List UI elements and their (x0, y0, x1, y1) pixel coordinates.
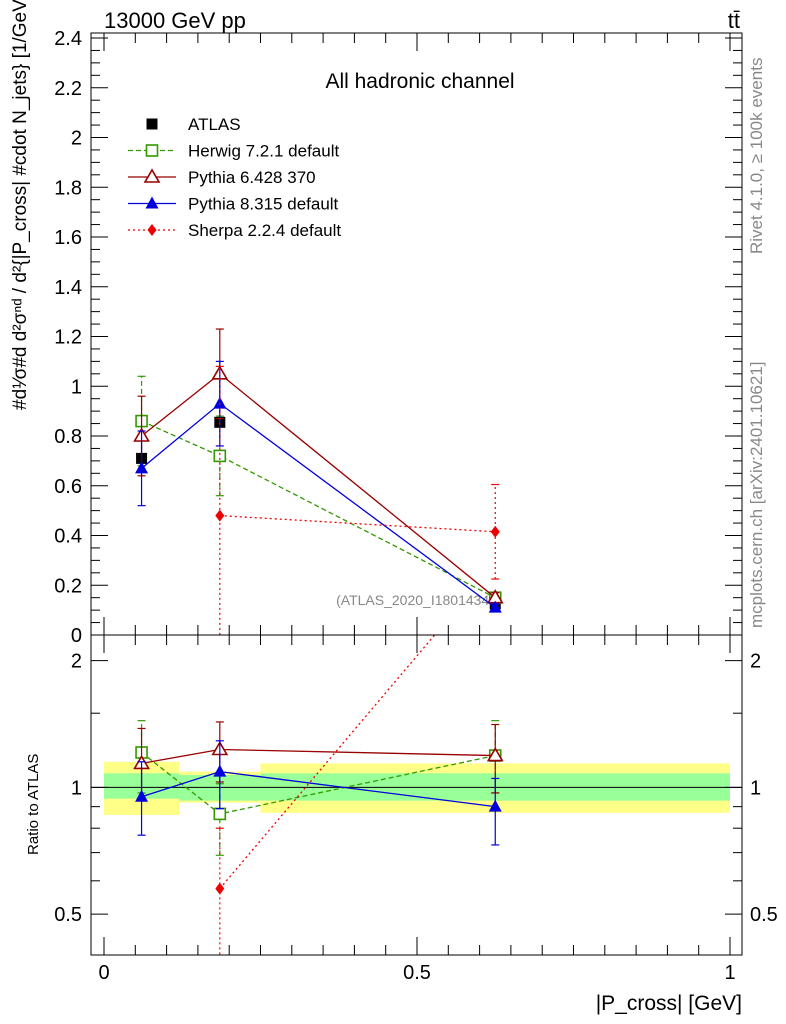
uncertainty-band (104, 761, 730, 815)
legend-marker (143, 168, 161, 183)
legend-label: Herwig 7.2.1 default (188, 142, 339, 161)
series-herwig (135, 375, 502, 604)
main-panel: 0 0.2 0.4 0.6 0.8 1 1.2 1.4 1.6 1.8 2 2.2 2.4 All ha… (10, 0, 743, 647)
energy-label: 13000 GeV pp (104, 8, 246, 33)
main-x-ticks (103, 33, 731, 635)
ratio-series-pythia8 (135, 740, 502, 846)
series-pythia6 (133, 328, 504, 604)
series-data (136, 416, 501, 610)
main-y-axis-label: #d¹⁄σ#d d²σⁿᵈ / d²{|P_cross| #cdot N_jet… (10, 0, 31, 410)
y-tick-label: 1.4 (54, 277, 82, 299)
ratio-y-tick-label-right: 0.5 (750, 904, 778, 926)
legend-marker (145, 196, 159, 209)
series-line (141, 420, 496, 599)
data-point (490, 525, 500, 538)
ratio-series-line (219, 635, 436, 890)
ratio-data-point (213, 807, 227, 821)
ratio-y-axis-label: Ratio to ATLAS (25, 754, 42, 855)
main-y-ticks: 0 0.2 0.4 0.6 0.8 1 1.2 1.4 1.6 1.8 2 2.2 2.4 (54, 28, 742, 647)
y-tick-label: 1.2 (54, 327, 82, 349)
data-point (215, 509, 225, 522)
data-point (488, 600, 502, 613)
ratio-data-point (488, 799, 502, 812)
series-line (141, 402, 496, 609)
legend-label: Pythia 8.315 default (188, 195, 339, 214)
legend-item-herwig: Herwig 7.2.1 default (128, 142, 339, 161)
ratio-y-tick-label-right: 1 (750, 777, 761, 799)
ratio-data-point (215, 882, 225, 895)
legend-label: Pythia 6.428 370 (188, 168, 316, 187)
series-line (141, 372, 496, 599)
series-line (219, 514, 496, 533)
y-tick-label: 1 (71, 376, 82, 398)
x-tick-label: 1 (724, 962, 735, 984)
y-tick-label: 2.4 (54, 28, 82, 50)
data-point (135, 461, 149, 474)
ratio-series-line (141, 748, 496, 765)
y-tick-label: 1.6 (54, 227, 82, 249)
legend-item-data: ATLAS (146, 115, 241, 134)
y-tick-label: 0.4 (54, 526, 82, 548)
ratio-y-tick-label-right: 2 (750, 651, 761, 673)
ratio-y-tick-label: 0.5 (54, 904, 82, 926)
mcplots-label: mcplots.cern.ch [arXiv:2401.10621] (747, 362, 766, 628)
data-point (213, 396, 227, 409)
legend-item-pythia8: Pythia 8.315 default (128, 195, 339, 214)
legend-marker (145, 144, 159, 157)
legend-label: ATLAS (188, 115, 241, 134)
legend-marker (147, 224, 157, 236)
ratio-panel: 0.5 0.51 12 2 0 0.5 1 Ratio to ATLAS |P_cross… (25, 634, 778, 1015)
legend-marker (146, 118, 158, 130)
y-tick-label: 1.8 (54, 177, 82, 199)
analysis-label: (ATLAS_2020_I1801434) (336, 592, 494, 608)
main-series-group (133, 328, 504, 635)
y-tick-label: 0 (71, 625, 82, 647)
ratio-y-ticks: 0.5 0.5 1 1 2 2 (54, 651, 778, 927)
y-tick-label: 2.2 (54, 78, 82, 100)
ratio-series-group (133, 635, 504, 955)
ratio-y-tick-label: 1 (71, 777, 82, 799)
legend-item-sherpa: Sherpa 2.2.4 default (128, 221, 341, 240)
y-tick-label: 0.2 (54, 575, 82, 597)
x-axis-label: |P_cross| [GeV] (596, 992, 742, 1015)
data-point (213, 449, 227, 463)
ratio-data-point (486, 746, 504, 762)
series-sherpa (215, 365, 500, 635)
ratio-data-point (135, 789, 149, 802)
x-tick-label: 0.5 (403, 962, 431, 984)
legend-label: Sherpa 2.2.4 default (188, 221, 341, 240)
ratio-y-tick-label: 2 (71, 651, 82, 673)
legend: ATLAS Herwig 7.2.1 default Pythia 6.428 37… (128, 115, 341, 240)
chart-title: All hadronic channel (325, 70, 514, 93)
series-pythia8 (135, 360, 502, 613)
y-tick-label: 0.8 (54, 426, 82, 448)
ratio-x-ticks: 0 0.5 1 (98, 635, 736, 984)
ratio-data-point (213, 764, 227, 777)
legend-item-pythia6: Pythia 6.428 370 (128, 168, 316, 187)
y-tick-label: 0.6 (54, 476, 82, 498)
x-tick-label: 0 (98, 962, 109, 984)
y-tick-label: 2 (71, 128, 82, 150)
process-label: tt̄ (728, 8, 740, 33)
rivet-label: Rivet 4.1.0, ≥ 100k events (747, 58, 766, 254)
ratio-series-sherpa (215, 635, 436, 955)
